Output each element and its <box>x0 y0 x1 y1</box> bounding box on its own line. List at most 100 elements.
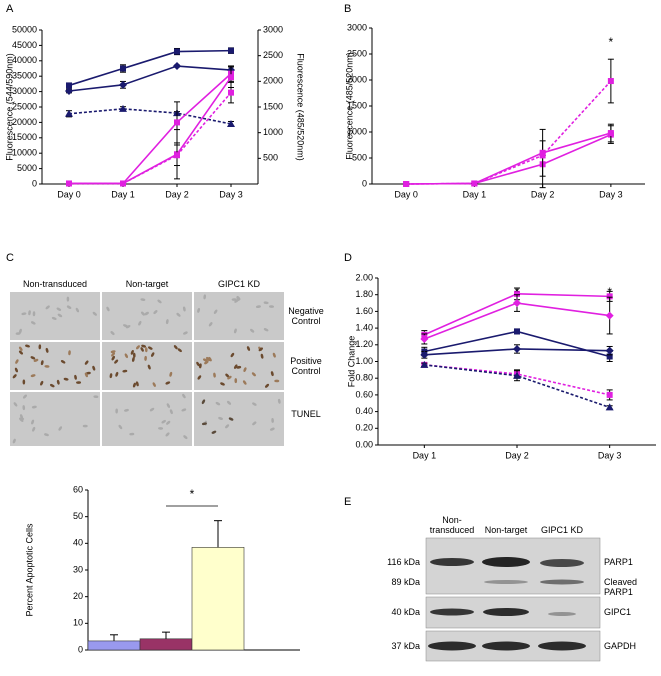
cell <box>138 320 142 326</box>
cell <box>176 312 181 317</box>
y2-tick-label: 2000 <box>263 76 283 86</box>
cell <box>19 328 22 334</box>
cell <box>33 358 39 362</box>
cell <box>74 374 77 380</box>
cell <box>227 400 232 405</box>
cell <box>251 372 256 377</box>
y-tick-label: 40 <box>73 538 83 548</box>
cell <box>234 364 238 369</box>
cell <box>56 307 62 311</box>
cell <box>115 371 119 377</box>
cell <box>140 347 144 352</box>
cell <box>151 352 155 357</box>
significance-mark: * <box>190 487 195 501</box>
marker <box>514 328 520 335</box>
series-line <box>69 92 232 185</box>
cell <box>246 346 251 351</box>
cell <box>76 381 82 384</box>
panel-letter: A <box>6 3 14 15</box>
cell <box>45 305 50 310</box>
band-label: PARP1 <box>604 557 633 567</box>
y-tick-label: 5000 <box>17 163 37 173</box>
marker <box>228 89 234 96</box>
marker <box>228 47 234 54</box>
cell <box>144 355 147 361</box>
cell <box>177 348 182 353</box>
cell <box>270 371 274 377</box>
marker <box>119 104 127 112</box>
micrograph <box>10 392 100 446</box>
panel-letter: C <box>6 252 14 264</box>
blot-band <box>483 608 529 616</box>
blot-band <box>430 608 474 616</box>
cell <box>22 379 26 385</box>
column-label: Non-transduced <box>22 279 88 289</box>
cell <box>114 359 119 364</box>
cell <box>38 344 42 350</box>
cell <box>92 365 96 371</box>
micrograph <box>102 392 192 446</box>
y2-tick-label: 2500 <box>263 50 283 60</box>
marker <box>606 293 613 300</box>
cell <box>277 398 281 404</box>
cell <box>131 356 135 362</box>
marker <box>227 119 235 127</box>
y-tick-label: 0.80 <box>355 373 373 383</box>
x-tick-label: Day 0 <box>57 189 81 199</box>
marker <box>228 74 234 81</box>
cell <box>15 332 21 335</box>
y-tick-label: 1000 <box>347 126 367 136</box>
cell <box>153 310 158 315</box>
y-tick-label: 10 <box>73 618 83 628</box>
bar <box>87 640 141 651</box>
cell <box>45 347 49 353</box>
y-axis-title: Percent Apoptotic Cells <box>24 523 34 617</box>
cell <box>141 311 145 316</box>
y2-tick-label: 1500 <box>263 101 283 111</box>
significance-mark: * <box>607 285 612 299</box>
cell <box>213 309 218 314</box>
marker <box>513 344 521 353</box>
cell <box>269 427 275 431</box>
cell <box>111 355 115 361</box>
cell <box>201 399 206 405</box>
y-axis-title: Fold Change <box>346 336 356 388</box>
series-line <box>424 364 610 409</box>
marker <box>65 109 73 117</box>
cell <box>252 402 257 406</box>
cell <box>57 313 63 318</box>
marker <box>605 403 614 411</box>
cell <box>169 371 173 377</box>
cell <box>158 427 164 430</box>
cell <box>199 363 202 369</box>
cell <box>135 381 139 387</box>
cell <box>147 364 151 370</box>
lane-label: GIPC1 KD <box>540 525 583 535</box>
cell <box>165 432 170 437</box>
blot-band <box>430 558 474 566</box>
y-tick-label: 50 <box>73 511 83 521</box>
cell <box>213 372 216 378</box>
y-tick-label: 500 <box>352 152 367 162</box>
cell <box>165 319 169 325</box>
cell <box>40 360 44 366</box>
series-line <box>406 80 612 185</box>
y-tick-label: 15000 <box>12 132 37 142</box>
marker <box>65 86 73 95</box>
y-tick-label: 25000 <box>12 101 37 111</box>
cell <box>19 417 25 421</box>
cell <box>169 409 173 415</box>
y-tick-label: 1.40 <box>355 322 373 332</box>
y-axis-title: Fluorescence (544/590nm) <box>4 53 14 161</box>
column-label: GIPC1 KD <box>217 279 260 289</box>
cell <box>183 331 188 335</box>
cell <box>165 381 171 385</box>
cell <box>132 382 136 388</box>
cell <box>225 373 230 378</box>
y-tick-label: 20000 <box>12 117 37 127</box>
cell <box>218 416 224 420</box>
cell <box>49 383 55 388</box>
x-tick-label: Day 1 <box>413 450 437 460</box>
